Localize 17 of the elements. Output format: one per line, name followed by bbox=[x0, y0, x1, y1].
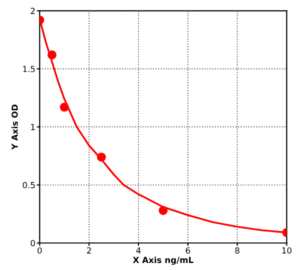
y-tick-label: 0.5 bbox=[22, 182, 35, 188]
point bbox=[96, 152, 106, 162]
x-tick-label: 2 bbox=[87, 247, 91, 254]
point bbox=[48, 50, 56, 60]
y-tick-label: 2 bbox=[30, 8, 35, 14]
y-tick-label: 0 bbox=[30, 240, 35, 246]
y-axis-title: Y Axis OD bbox=[11, 104, 18, 150]
point bbox=[158, 206, 168, 215]
x-tick-label: 6 bbox=[186, 247, 190, 254]
point bbox=[60, 102, 69, 112]
x-tick-label: 4 bbox=[136, 247, 141, 254]
y-tick-label: 1.5 bbox=[23, 66, 35, 72]
x-axis-title: X Axis ng/mL bbox=[132, 256, 194, 265]
x-tick-label: 10 bbox=[282, 247, 292, 254]
y-tick-label: 1 bbox=[31, 124, 35, 130]
x-tick-label: 8 bbox=[235, 247, 240, 254]
x-tick-label: 0 bbox=[38, 247, 42, 254]
